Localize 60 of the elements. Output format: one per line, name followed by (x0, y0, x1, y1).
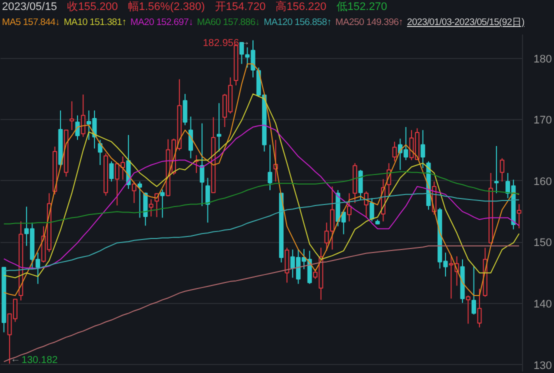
text: 157.886↓ (223, 17, 260, 28)
text: 2023/01/03-2023/05/15(92日) (407, 17, 524, 28)
text: 开154.720 (214, 1, 266, 13)
annotation: ← (10, 354, 21, 366)
line-series (3, 124, 520, 270)
candlestick (109, 160, 114, 182)
candlestick (80, 94, 86, 138)
text: 149.396↑ (366, 17, 404, 28)
candlestick (268, 144, 272, 191)
candlestick (358, 169, 363, 200)
text: MA120 (264, 17, 294, 28)
candlestick (138, 181, 142, 218)
candlestick (98, 139, 102, 166)
candlestick (466, 295, 470, 324)
y-tick-label: 180 (534, 53, 552, 66)
candlestick (148, 198, 154, 217)
line-series (3, 93, 520, 278)
annotation: 130.182 (22, 355, 58, 366)
annotation: 182.956 (202, 38, 240, 49)
text: MA20 (130, 17, 155, 28)
text: MA250 (335, 17, 365, 28)
candlestick (500, 158, 504, 182)
y-tick-label: 130 (534, 360, 552, 372)
text: 高156.220 (276, 1, 326, 13)
candlestick (370, 198, 374, 222)
y-tick-label: 160 (534, 176, 552, 188)
text: MA10 (64, 17, 88, 28)
candlestick (420, 130, 426, 169)
text: MA5 (2, 17, 22, 28)
candlestick (132, 181, 136, 204)
candlestick (392, 141, 397, 162)
candlestick (205, 177, 210, 224)
candlestick (516, 204, 522, 229)
candlestick (188, 116, 193, 159)
text: 2023/05/15 (2, 1, 58, 13)
candlestick (182, 93, 188, 126)
candlestick (472, 266, 476, 316)
candlestick (200, 122, 204, 207)
candlestick (75, 114, 80, 140)
text: MA60 (197, 17, 222, 28)
line-series (3, 245, 520, 362)
text: 收155.200 (67, 1, 118, 13)
candlestick (477, 288, 482, 328)
text: 157.844↓ (22, 17, 60, 28)
y-tick-label: 170 (534, 114, 552, 127)
line-series (3, 192, 520, 272)
candlestick (216, 102, 222, 152)
text: 151.381↑ (90, 17, 126, 28)
candlestick (494, 146, 499, 194)
text: 152.697↓ (156, 17, 194, 28)
candlestick (347, 192, 352, 222)
y-tick-label: 150 (534, 237, 552, 250)
text: 156.858↑ (294, 17, 332, 28)
candlestick (284, 247, 290, 284)
candlestick (36, 252, 40, 284)
candlestick (160, 189, 165, 218)
y-tick-label: 140 (534, 298, 552, 310)
text: 幅1.56%(2.380) (128, 1, 205, 13)
candlestick (70, 100, 74, 131)
text: 低152.270 (336, 1, 388, 13)
